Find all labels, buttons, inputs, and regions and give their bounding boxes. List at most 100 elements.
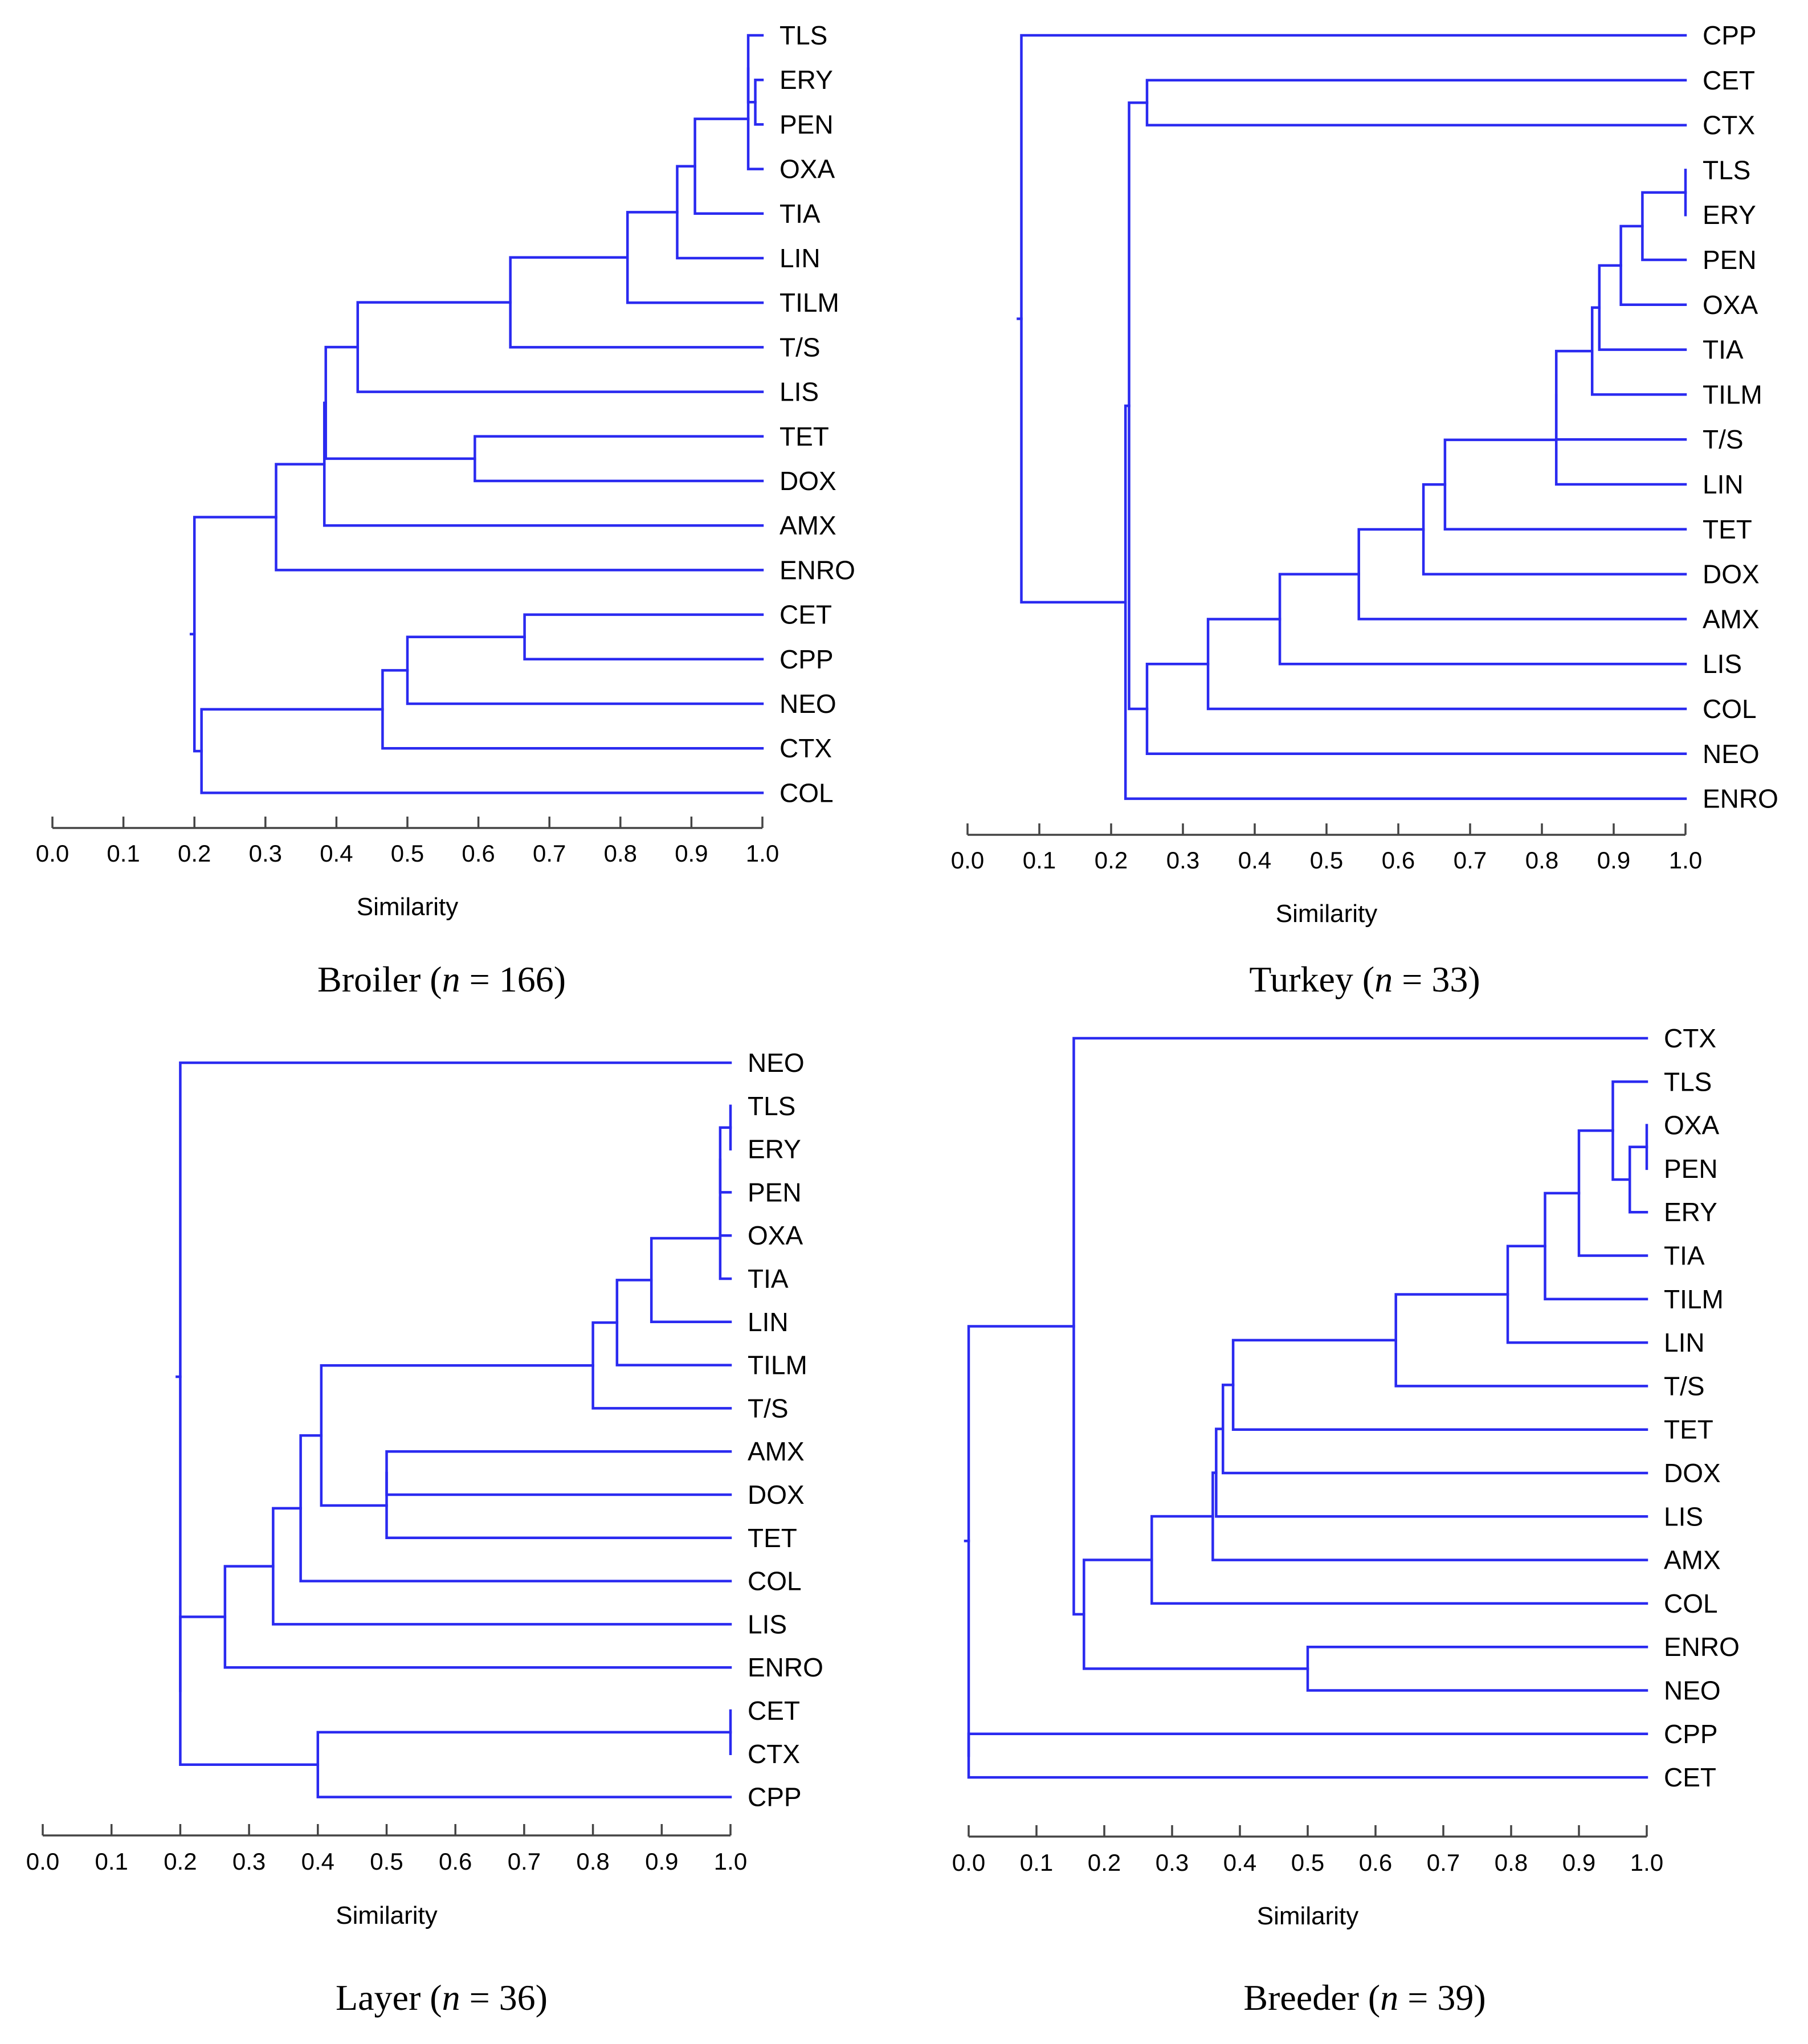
leaf-label-col: COL	[748, 1566, 802, 1596]
x-tick-label: 0.7	[1454, 847, 1487, 874]
x-tick-label: 0.7	[508, 1848, 541, 1875]
leaf-label-pen: PEN	[1664, 1154, 1718, 1184]
leaf-label-tet: TET	[1664, 1415, 1713, 1445]
leaf-label-tilm: TILM	[1664, 1284, 1724, 1314]
x-tick-label: 0.0	[36, 840, 69, 867]
leaf-label-pen: PEN	[779, 109, 834, 139]
leaf-label-tia: TIA	[779, 199, 821, 229]
leaf-label-tia: TIA	[748, 1264, 789, 1294]
caption-prefix: Layer (	[336, 1977, 442, 2018]
x-tick-label: 0.6	[1382, 847, 1415, 874]
leaf-label-ery: ERY	[1664, 1197, 1717, 1227]
x-tick-label: 0.8	[1525, 847, 1558, 874]
leaf-label-amx: AMX	[748, 1437, 805, 1466]
x-tick-label: 0.7	[1427, 1849, 1460, 1876]
dendrogram-broiler: TLS ERY PEN OXA TIA LIN TILM T/S LIS TET DOX AMX ENR…	[36, 21, 855, 999]
leaf-label-oxa: OXA	[779, 154, 835, 184]
leaf-label-tls: TLS	[1703, 155, 1750, 185]
leaf-label-neo: NEO	[779, 689, 836, 719]
leaf-label-ctx: CTX	[1703, 111, 1755, 140]
leaf-label-tia: TIA	[1703, 335, 1744, 365]
leaf-label-ctx: CTX	[748, 1739, 800, 1769]
x-tick-label: 0.9	[1597, 847, 1630, 874]
leaf-label-enro: ENRO	[1703, 784, 1778, 814]
leaf-label-cet: CET	[748, 1696, 800, 1725]
x-tick-label: 0.4	[320, 840, 353, 867]
leaf-label-lis: LIS	[779, 377, 819, 407]
x-axis-title: Similarity	[336, 1902, 437, 1929]
leaf-label-amx: AMX	[1664, 1545, 1721, 1575]
leaf-label-cet: CET	[1664, 1763, 1716, 1792]
caption-suffix: = 39)	[1398, 1977, 1485, 2018]
leaf-label-tet: TET	[748, 1523, 797, 1553]
leaf-label-tet: TET	[779, 422, 829, 451]
panel-caption: Broiler (n = 166)	[317, 959, 566, 999]
leaf-label-ery: ERY	[748, 1135, 801, 1164]
x-tick-label: 0.5	[1310, 847, 1343, 874]
leaf-label-lis: LIS	[1703, 649, 1742, 679]
leaf-label-tls: TLS	[748, 1091, 795, 1121]
leaf-label-dox: DOX	[779, 466, 836, 496]
x-tick-label: 0.4	[1223, 1849, 1256, 1876]
x-tick-label: 0.5	[370, 1848, 403, 1875]
dendrogram-breeder: CTX TLS OXA PEN ERY TIA TILM LIN T/S TET DOX LIS AMX…	[952, 1023, 1740, 2018]
leaf-label-ery: ERY	[779, 65, 833, 95]
panel-caption: Layer (n = 36)	[336, 1977, 548, 2018]
x-tick-label: 0.9	[675, 840, 708, 867]
leaf-label-enro: ENRO	[748, 1653, 823, 1682]
x-tick-label: 0.1	[107, 840, 140, 867]
caption-n: n	[1380, 1977, 1398, 2018]
leaf-label-enro: ENRO	[1664, 1632, 1740, 1662]
x-tick-label: 0.2	[1088, 1849, 1121, 1876]
leaf-label-lis: LIS	[1664, 1502, 1703, 1531]
x-axis-title: Similarity	[357, 893, 458, 921]
x-tick-label: 0.3	[1156, 1849, 1189, 1876]
x-tick-label: 0.4	[301, 1848, 334, 1875]
leaf-label-neo: NEO	[1664, 1676, 1721, 1706]
dendrogram-link	[179, 1061, 732, 1692]
caption-suffix: = 36)	[460, 1977, 548, 2018]
leaf-label-col: COL	[1703, 694, 1757, 724]
leaf-label-cpp: CPP	[1664, 1719, 1718, 1749]
leaf-label-neo: NEO	[1703, 739, 1760, 769]
dendrogram-link	[967, 1325, 1075, 1757]
x-tick-label: 0.1	[1020, 1849, 1053, 1876]
x-axis-title: Similarity	[1257, 1902, 1358, 1930]
leaf-label-col: COL	[779, 778, 834, 807]
leaf-label-oxa: OXA	[1703, 290, 1758, 320]
leaf-label-ts: T/S	[1703, 425, 1744, 454]
leaf-label-neo: NEO	[748, 1048, 805, 1078]
x-tick-label: 0.9	[1562, 1849, 1595, 1876]
caption-n: n	[1374, 959, 1393, 999]
x-tick-label: 0.8	[1495, 1849, 1528, 1876]
leaf-label-dox: DOX	[748, 1480, 805, 1509]
leaf-label-tls: TLS	[1664, 1067, 1712, 1096]
dendrogram-link	[719, 1196, 732, 1280]
x-tick-label: 0.0	[952, 1849, 985, 1876]
leaf-label-ts: T/S	[779, 332, 821, 362]
leaf-label-pen: PEN	[748, 1177, 802, 1207]
x-tick-label: 1.0	[746, 840, 779, 867]
leaf-label-cpp: CPP	[779, 644, 834, 674]
panel-caption: Breeder (n = 39)	[1243, 1977, 1485, 2018]
x-tick-label: 0.9	[645, 1848, 678, 1875]
leaf-label-lis: LIS	[748, 1609, 787, 1639]
x-axis-title: Similarity	[1276, 900, 1377, 928]
x-tick-label: 0.5	[391, 840, 424, 867]
x-tick-label: 0.8	[604, 840, 637, 867]
x-tick-label: 0.0	[951, 847, 984, 874]
leaf-label-dox: DOX	[1664, 1458, 1721, 1488]
x-tick-label: 0.4	[1238, 847, 1271, 874]
x-tick-label: 0.8	[576, 1848, 609, 1875]
leaf-label-ctx: CTX	[1664, 1023, 1716, 1053]
caption-prefix: Broiler (	[317, 959, 442, 999]
leaf-label-amx: AMX	[1703, 604, 1760, 634]
x-tick-label: 0.0	[26, 1848, 59, 1875]
x-tick-label: 1.0	[1669, 847, 1702, 874]
panel-caption: Turkey (n = 33)	[1249, 959, 1480, 999]
leaf-label-ts: T/S	[1664, 1371, 1705, 1401]
leaf-label-tilm: TILM	[1703, 380, 1762, 409]
leaf-label-lin: LIN	[1703, 470, 1744, 499]
